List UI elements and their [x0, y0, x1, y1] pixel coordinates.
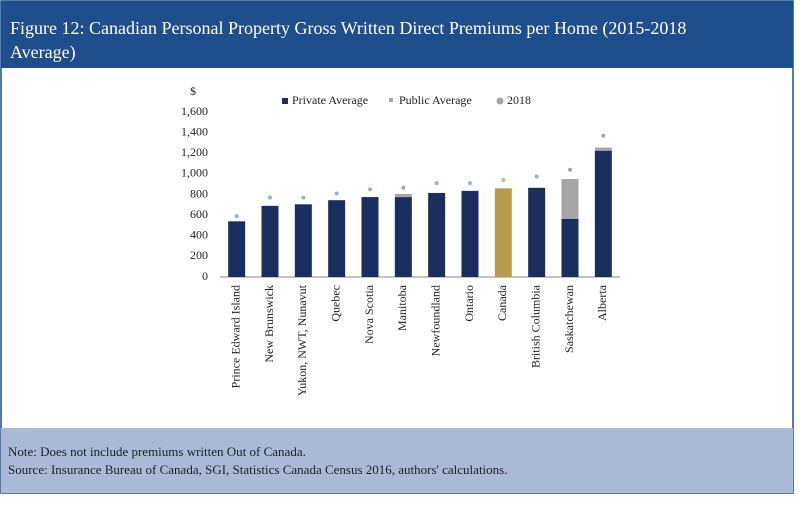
dot-2018: [301, 195, 306, 200]
bar-private: [361, 197, 379, 277]
bar-public: [594, 147, 612, 151]
bar-private: [394, 197, 412, 277]
x-tick-label: Yukon, NWT, Nunavut: [295, 284, 309, 396]
title-line1: Figure 12: Canadian Personal Property Gr…: [10, 18, 686, 39]
dot-2018: [601, 133, 606, 138]
legend-marker: [496, 97, 504, 105]
dot-2018: [401, 185, 406, 190]
y-tick-label: 800: [190, 186, 208, 200]
x-tick-label: British Columbia: [528, 284, 542, 368]
dot-2018: [468, 181, 472, 186]
bar-private: [328, 200, 346, 277]
bar-public: [561, 179, 579, 219]
note: Note: Does not include premiums written …: [8, 444, 306, 459]
bar-private: [294, 204, 312, 277]
y-tick-label: 200: [190, 248, 208, 262]
x-tick-label: Ontario: [462, 285, 476, 322]
x-tick-label: Manitoba: [395, 284, 409, 331]
y-tick-label: 400: [190, 228, 208, 242]
legend-label: Private Average: [292, 93, 368, 107]
y-tick-label: 1,400: [181, 124, 208, 138]
footer-band: [1, 428, 793, 493]
bar-private: [594, 150, 612, 277]
y-tick-label: 1,600: [181, 104, 208, 118]
legend-marker: [282, 98, 288, 104]
dot-2018: [334, 191, 339, 196]
bar-private: [428, 192, 446, 277]
x-tick-label: New Brunswick: [262, 285, 276, 363]
legend-label: 2018: [507, 93, 531, 107]
y-tick-label: 600: [190, 207, 208, 221]
bar-private: [561, 218, 579, 277]
bar-private: [494, 188, 512, 277]
x-tick-label: Newfoundland: [428, 285, 442, 356]
y-tick-label: 1,000: [181, 166, 208, 180]
x-tick-label: Prince Edward Island: [228, 285, 242, 388]
dot-2018: [568, 167, 572, 172]
x-tick-label: Quebec: [328, 285, 342, 322]
bar-private: [261, 205, 279, 277]
dot-2018: [501, 178, 506, 183]
dot-2018: [534, 174, 539, 179]
x-tick-label: Alberta: [595, 284, 609, 321]
x-tick-label: Saskatchewan: [562, 285, 576, 353]
header-band: [1, 1, 793, 68]
legend-marker: [389, 98, 393, 102]
dot-2018: [234, 214, 239, 219]
title-line2: Average): [10, 42, 76, 63]
dot-2018: [368, 187, 372, 192]
bar-public: [394, 193, 412, 198]
y-tick-label: 0: [202, 269, 208, 283]
y-axis-label: $: [190, 84, 196, 98]
y-tick-label: 1,200: [181, 145, 208, 159]
dot-2018: [434, 181, 439, 186]
bar-private: [528, 187, 546, 277]
legend-label: Public Average: [399, 93, 472, 107]
x-tick-label: Canada: [495, 284, 509, 321]
dot-2018: [268, 195, 272, 200]
source: Source: Insurance Bureau of Canada, SGI,…: [8, 462, 507, 477]
bar-private: [461, 190, 479, 277]
x-tick-label: Nova Scotia: [362, 284, 376, 344]
bar-private: [228, 221, 246, 277]
